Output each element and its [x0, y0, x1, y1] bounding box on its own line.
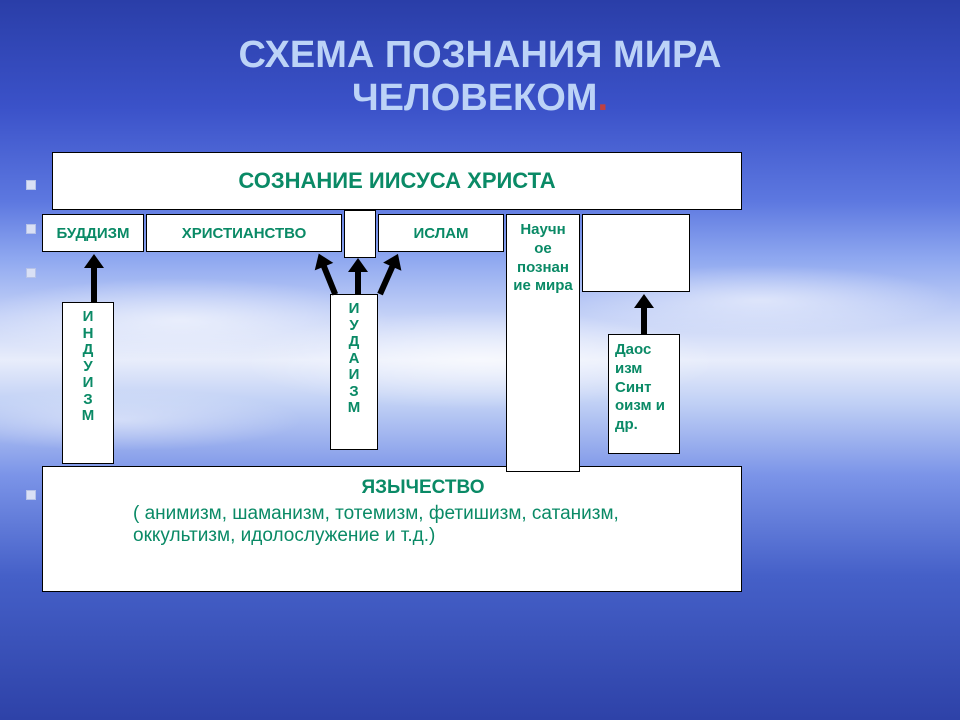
- consciousness-box: СОЗНАНИЕ ИИСУСА ХРИСТА: [52, 152, 742, 210]
- paganism-box: ЯЗЫЧЕСТВО ( анимизм, шаманизм, тотемизм,…: [42, 466, 742, 592]
- buddhism-label: БУДДИЗМ: [56, 225, 129, 242]
- bullet-icon: [26, 224, 36, 234]
- h1: И: [63, 309, 113, 326]
- arrow-hindu-up: [86, 254, 102, 302]
- christianity-box: ХРИСТИАНСТВО: [146, 214, 342, 252]
- title-period: .: [597, 77, 608, 119]
- title-line1: СХЕМА ПОЗНАНИЯ МИРА: [0, 34, 960, 77]
- judaism-box: ИУДАИЗМ: [330, 294, 378, 450]
- h3: Д: [63, 342, 113, 359]
- taoism-label: Даос изм Синт оизм и др.: [615, 341, 673, 435]
- bullet-icon: [26, 180, 36, 190]
- arrow-tao-up: [636, 294, 652, 334]
- j5: И: [331, 367, 377, 384]
- taoism-box: Даос изм Синт оизм и др.: [608, 334, 680, 454]
- arrow-juda-left: [305, 248, 349, 300]
- j4: А: [331, 351, 377, 368]
- hinduism-box: ИНДУИЗМ: [62, 302, 114, 464]
- bullet-icon: [26, 490, 36, 500]
- j7: М: [331, 400, 377, 417]
- consciousness-label: СОЗНАНИЕ ИИСУСА ХРИСТА: [238, 168, 555, 194]
- j3: Д: [331, 334, 377, 351]
- slide-background: СХЕМА ПОЗНАНИЯ МИРА ЧЕЛОВЕКОМ. ЯЗЫЧЕСТВО…: [0, 0, 960, 720]
- islam-label: ИСЛАМ: [413, 225, 468, 242]
- h6: З: [63, 392, 113, 409]
- science-label: Научн ое познан ие мира: [511, 221, 575, 296]
- h2: Н: [63, 326, 113, 343]
- blank-box: [582, 214, 690, 292]
- title-line2: ЧЕЛОВЕКОМ: [352, 77, 597, 119]
- science-box: Научн ое познан ие мира: [506, 214, 580, 472]
- christianity-label: ХРИСТИАНСТВО: [182, 225, 307, 242]
- arrow-juda-up: [350, 258, 366, 294]
- bullet-icon: [26, 268, 36, 278]
- slide-title: СХЕМА ПОЗНАНИЯ МИРА ЧЕЛОВЕКОМ.: [0, 34, 960, 120]
- islam-box: ИСЛАМ: [378, 214, 504, 252]
- j2: У: [331, 318, 377, 335]
- buddhism-box: БУДДИЗМ: [42, 214, 144, 252]
- paganism-body: ( анимизм, шаманизм, тотемизм, фетишизм,…: [133, 503, 713, 547]
- h7: М: [63, 408, 113, 425]
- j6: З: [331, 384, 377, 401]
- h4: У: [63, 359, 113, 376]
- h5: И: [63, 375, 113, 392]
- paganism-title: ЯЗЫЧЕСТВО: [133, 477, 713, 499]
- stub-box: [344, 210, 376, 258]
- j1: И: [331, 301, 377, 318]
